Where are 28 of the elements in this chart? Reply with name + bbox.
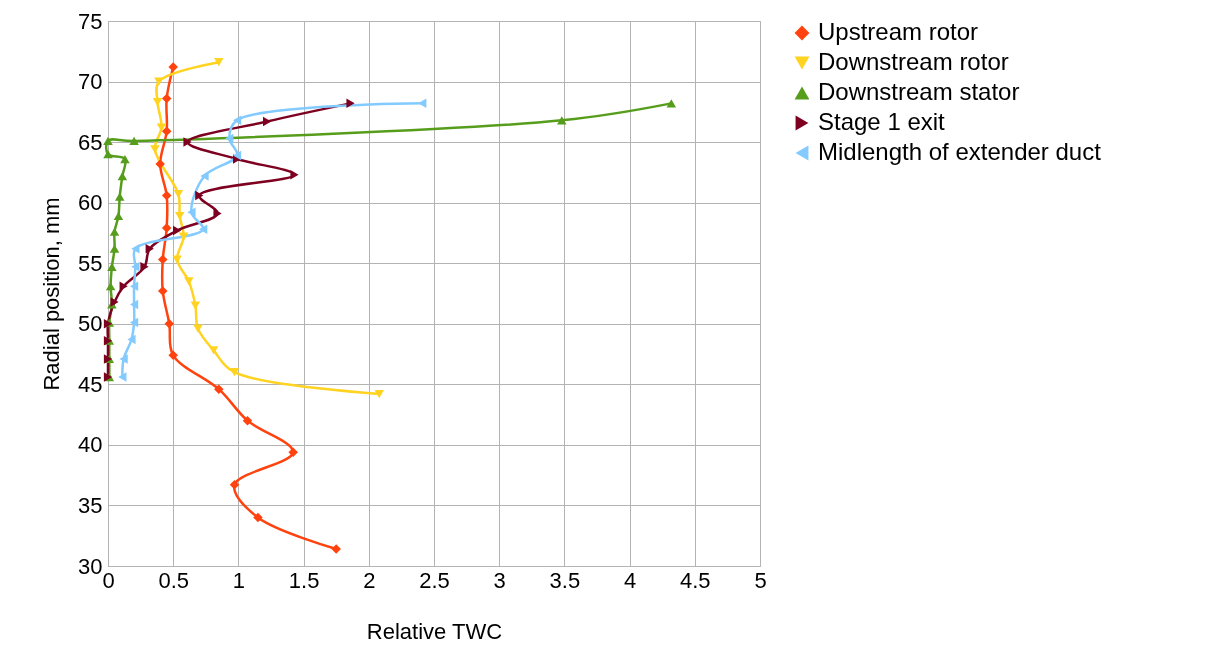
x-tick-label: 4.5 bbox=[680, 567, 711, 593]
legend-label: Downstream stator bbox=[818, 78, 1020, 105]
x-tick-label: 2 bbox=[363, 567, 376, 593]
x-tick-label: 1 bbox=[232, 567, 246, 593]
x-axis-title: Relative TWC bbox=[366, 618, 503, 644]
x-tick-label: 1.5 bbox=[288, 567, 320, 593]
x-tick-label: 2.5 bbox=[419, 567, 450, 593]
y-tick-label: 70 bbox=[78, 69, 103, 95]
y-tick-label: 75 bbox=[78, 8, 103, 34]
x-tick-label: 0 bbox=[102, 567, 115, 593]
y-tick-label: 65 bbox=[78, 129, 103, 155]
y-tick-label: 50 bbox=[78, 311, 103, 337]
y-tick-label: 45 bbox=[78, 371, 103, 397]
x-tick-label: 3.5 bbox=[549, 567, 581, 593]
legend-label: Upstream rotor bbox=[818, 18, 979, 45]
legend-label: Midlength of extender duct bbox=[818, 138, 1102, 165]
legend-label: Downstream rotor bbox=[818, 48, 1009, 75]
x-tick-label: 5 bbox=[754, 567, 767, 593]
y-tick-label: 30 bbox=[78, 553, 103, 579]
x-tick-label: 4 bbox=[623, 567, 637, 593]
y-tick-label: 35 bbox=[78, 492, 103, 518]
y-axis-title: Radial position, mm bbox=[39, 197, 65, 391]
y-tick-label: 60 bbox=[78, 190, 103, 216]
x-tick-label: 3 bbox=[493, 567, 506, 593]
x-tick-label: 0.5 bbox=[158, 567, 189, 593]
y-tick-label: 40 bbox=[78, 432, 103, 458]
y-tick-label: 55 bbox=[78, 250, 103, 276]
legend-label: Stage 1 exit bbox=[818, 108, 946, 135]
